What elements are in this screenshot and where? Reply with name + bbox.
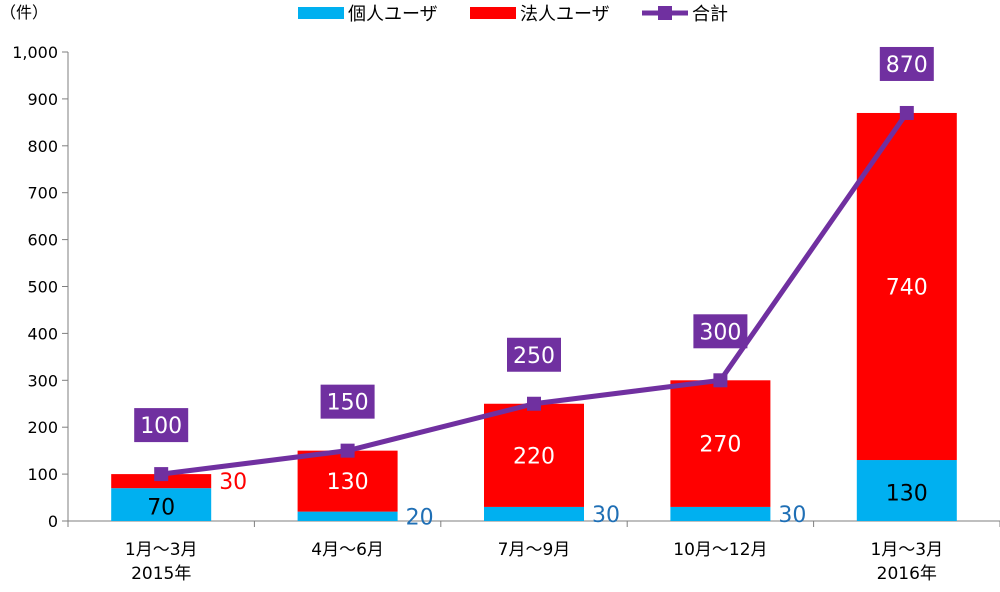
y-tick-label: 700 bbox=[27, 184, 58, 203]
total-point-marker bbox=[899, 105, 914, 120]
legend-swatch bbox=[470, 7, 516, 19]
total-point-marker bbox=[340, 443, 355, 458]
y-tick-label: 200 bbox=[27, 418, 58, 437]
individual-bar-segment bbox=[297, 511, 398, 521]
y-tick-label: 800 bbox=[27, 137, 58, 156]
total-label-box bbox=[134, 408, 189, 443]
x-tick-label: 4月～6月 bbox=[311, 540, 384, 560]
legend-swatch bbox=[298, 7, 344, 19]
legend: 個人ユーザ 法人ユーザ 合計 bbox=[298, 4, 728, 25]
total-label-box bbox=[320, 384, 375, 419]
y-tick-label: 500 bbox=[27, 278, 58, 297]
individual-bar-segment bbox=[111, 488, 212, 521]
legend-label: 個人ユーザ bbox=[348, 4, 438, 25]
total-value-label: 300 bbox=[699, 320, 741, 345]
total-point-marker bbox=[713, 373, 728, 388]
x-tick-label: 7月～9月 bbox=[498, 540, 571, 560]
x-tick-label: 2015年 bbox=[131, 564, 191, 584]
corporate-value-label: 270 bbox=[699, 433, 741, 458]
individual-value-label: 130 bbox=[886, 482, 928, 507]
corporate-bar-segment bbox=[111, 474, 212, 489]
y-tick-label: 600 bbox=[27, 231, 58, 250]
corporate-bar-segment bbox=[670, 380, 771, 507]
corporate-value-label: 220 bbox=[513, 444, 555, 469]
x-tick-label: 10月～12月 bbox=[673, 540, 767, 560]
total-label-box bbox=[507, 337, 561, 372]
corporate-bar-segment bbox=[856, 112, 957, 461]
x-tick-label: 1月～3月 bbox=[870, 540, 943, 560]
y-tick-label: 400 bbox=[27, 324, 58, 343]
individual-value-label: 20 bbox=[406, 505, 434, 530]
individual-bar-segment bbox=[670, 506, 771, 521]
total-value-label: 150 bbox=[327, 391, 369, 416]
corporate-value-label: 740 bbox=[886, 276, 928, 301]
corporate-bar-segment bbox=[484, 403, 584, 507]
total-value-label: 250 bbox=[513, 344, 555, 369]
total-label-box bbox=[693, 314, 748, 349]
total-label-box bbox=[879, 46, 934, 81]
individual-bar-segment bbox=[484, 506, 584, 521]
corporate-value-label: 130 bbox=[327, 470, 369, 495]
legend-marker bbox=[658, 6, 672, 20]
individual-value-label: 30 bbox=[778, 503, 806, 528]
y-tick-label: 300 bbox=[27, 371, 58, 390]
individual-value-label: 70 bbox=[147, 496, 175, 521]
x-tick-label: 1月～3月 bbox=[125, 540, 198, 560]
axes: 0 100 200 300 400 500 600 700 800 900 1,000 1月～3月 20… bbox=[12, 43, 1000, 584]
y-tick-label: 1,000 bbox=[12, 43, 58, 62]
total-value-label: 870 bbox=[886, 53, 928, 78]
corporate-bar-segment bbox=[297, 450, 398, 512]
y-tick-label: 0 bbox=[48, 512, 58, 531]
legend-label: 合計 bbox=[692, 4, 728, 25]
total-line bbox=[154, 105, 914, 482]
y-tick-label: 900 bbox=[27, 90, 58, 109]
bars bbox=[111, 112, 957, 521]
x-tick-label: 2016年 bbox=[877, 564, 937, 584]
total-point-marker bbox=[527, 396, 541, 411]
y-unit-label: （件） bbox=[0, 3, 48, 22]
corporate-value-label: 30 bbox=[219, 470, 247, 495]
total-point-marker bbox=[154, 467, 169, 482]
individual-bar-segment bbox=[856, 460, 957, 521]
individual-value-label: 30 bbox=[592, 503, 620, 528]
legend-label: 法人ユーザ bbox=[520, 4, 610, 25]
total-value-label: 100 bbox=[140, 414, 182, 439]
y-tick-label: 100 bbox=[27, 465, 58, 484]
data-labels: 70 30 20 130 30 220 30 270 130 740 100 150 250 300 870 bbox=[134, 46, 934, 530]
